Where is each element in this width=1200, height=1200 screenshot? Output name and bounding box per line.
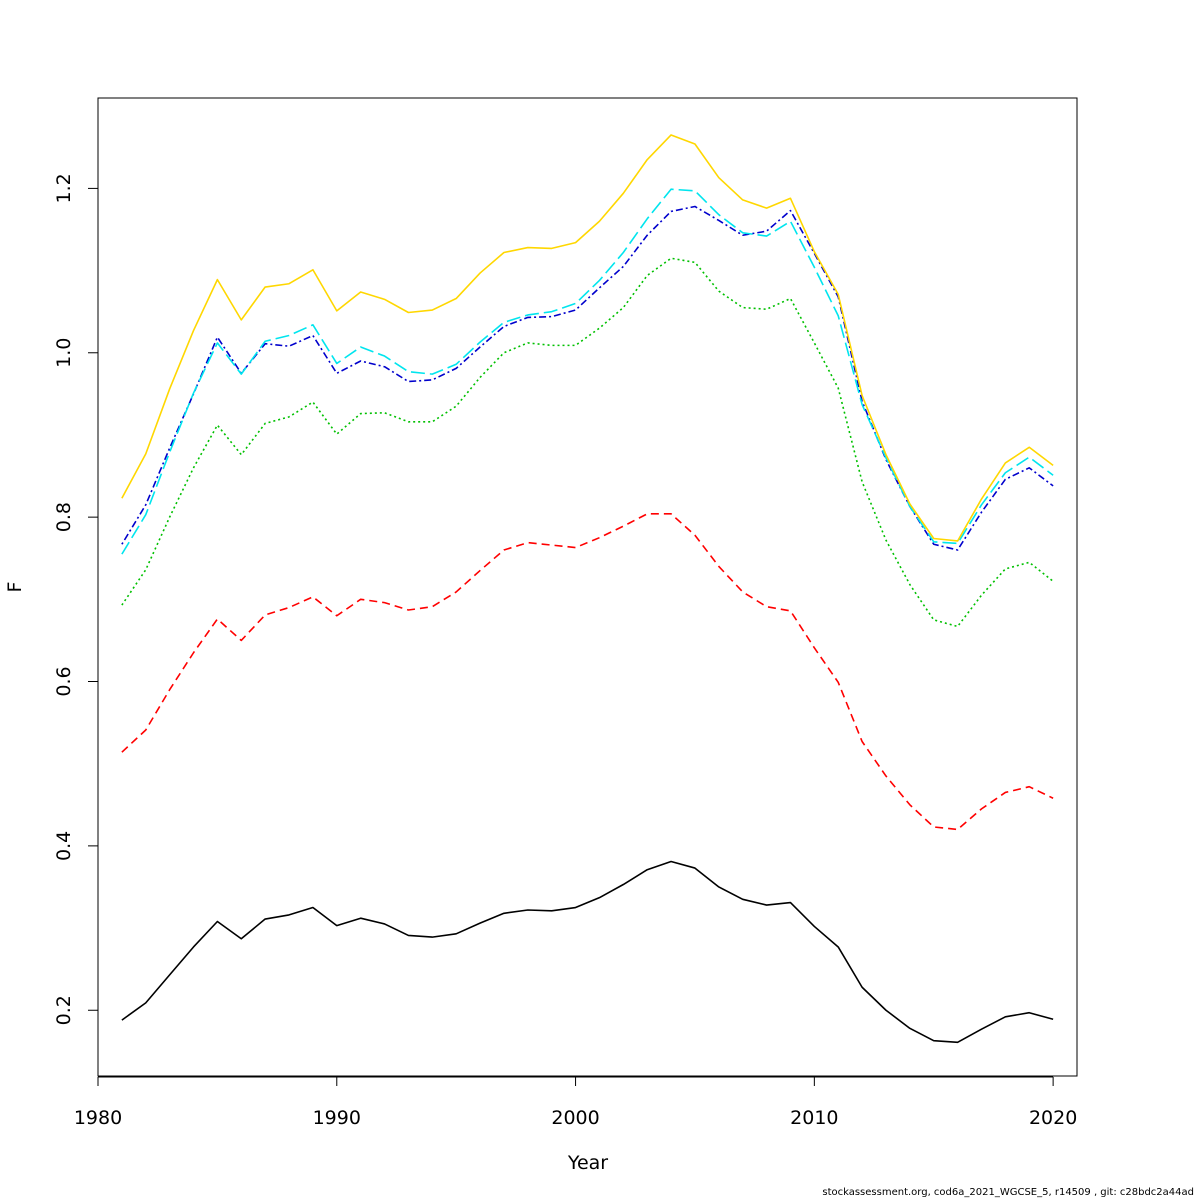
x-axis: 1980 1990 2000 2010 2020 [74,1076,1077,1129]
y-axis-title: F [4,582,26,593]
series-line-4 [121,205,1054,551]
y-axis: 0.2 0.4 0.6 0.8 1.0 1.2 [53,173,99,1025]
series-line-6 [121,134,1054,542]
x-tick-label: 1980 [74,1107,122,1129]
series-line-3 [121,257,1054,628]
y-tick-label: 1.0 [53,338,75,368]
series-line-1 [121,860,1054,1044]
source-footer: stockassessment.org, cod6a_2021_WGCSE_5,… [822,1187,1194,1198]
series-line-2 [121,513,1054,831]
x-tick-label: 2020 [1029,1107,1077,1129]
x-tick-label: 2010 [790,1107,838,1129]
x-tick-label: 1990 [313,1107,361,1129]
x-axis-title: Year [567,1152,608,1174]
plot-frame [97,97,1078,1077]
series-layer [121,134,1054,1044]
y-tick-label: 0.6 [53,666,75,696]
y-tick-label: 0.2 [53,995,75,1025]
x-tick-label: 2000 [551,1107,599,1129]
series-line-5 [121,188,1054,555]
y-tick-label: 0.8 [53,502,75,532]
y-tick-label: 0.4 [53,831,75,861]
y-tick-label: 1.2 [53,173,75,203]
